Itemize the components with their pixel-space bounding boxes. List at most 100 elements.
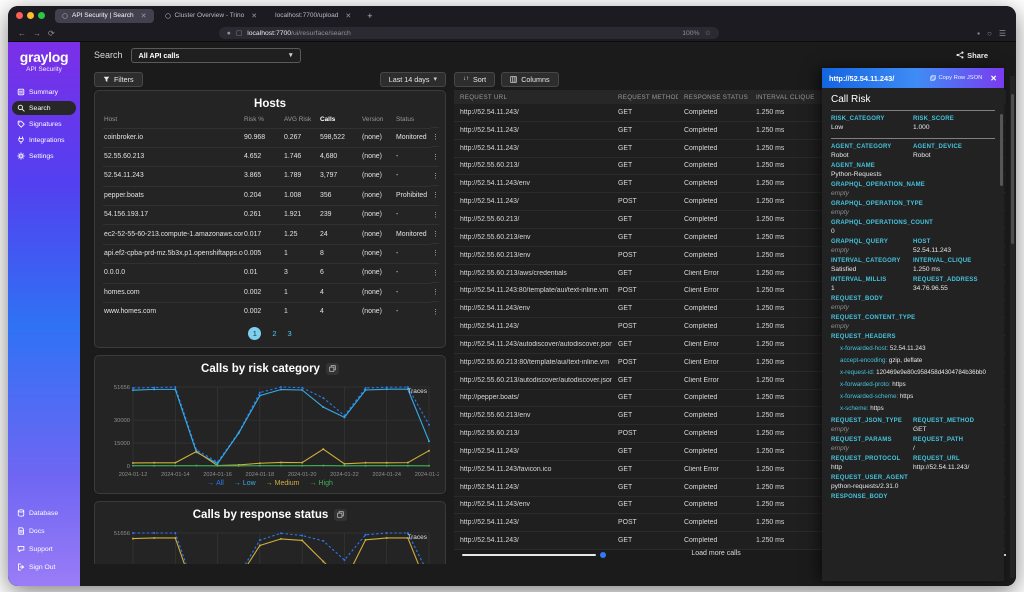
calls-cell: 1.250 ms xyxy=(750,216,818,223)
sidebar-item-integrations[interactable]: Integrations xyxy=(12,133,76,147)
risk-category-chart[interactable]: 01500030000516562024-01-122024-01-142024… xyxy=(103,379,439,479)
field-label: REQUEST_ADDRESS xyxy=(913,277,995,283)
hosts-column-header[interactable]: AVG Risk xyxy=(283,114,319,127)
window-controls[interactable] xyxy=(16,12,45,19)
row-menu-icon[interactable]: ⋮ xyxy=(431,146,439,165)
new-tab-button[interactable]: + xyxy=(362,11,377,21)
bookmark-star-icon[interactable]: ☆ xyxy=(705,29,711,37)
account-icon[interactable]: ○ xyxy=(987,29,992,38)
sidebar-item-support[interactable]: Support xyxy=(12,542,76,556)
svg-text:51656: 51656 xyxy=(114,531,130,537)
row-menu-icon[interactable]: ⋮ xyxy=(431,185,439,204)
menu-icon[interactable]: ☰ xyxy=(999,29,1006,38)
hosts-column-header[interactable]: Version xyxy=(361,114,395,127)
field-value: empty xyxy=(831,445,913,452)
svg-text:2024-01-14: 2024-01-14 xyxy=(161,472,190,478)
close-window-button[interactable] xyxy=(16,12,23,19)
scrollbar-handle[interactable] xyxy=(600,552,606,558)
calls-cell: Completed xyxy=(678,430,750,437)
sidebar-item-summary[interactable]: Summary xyxy=(12,85,76,99)
close-tab-icon[interactable]: ✕ xyxy=(141,12,147,20)
columns-button[interactable]: Columns xyxy=(501,72,558,87)
hosts-cell: (none) xyxy=(361,147,395,165)
row-menu-icon[interactable]: ⋮ xyxy=(431,243,439,262)
extensions-icon[interactable]: ▪ xyxy=(977,29,980,38)
legend-item[interactable]: → All xyxy=(207,480,224,487)
url-input[interactable]: ● ▢ localhost:7700/ui/resurface/search 1… xyxy=(219,27,719,39)
calls-column-header[interactable]: REQUEST METHOD xyxy=(612,94,678,101)
copy-chart-button[interactable] xyxy=(326,363,339,375)
panel-scrollbar[interactable] xyxy=(1000,114,1003,186)
hosts-column-header[interactable]: Calls xyxy=(319,114,361,127)
page-scrollbar[interactable] xyxy=(1010,76,1015,578)
filters-button[interactable]: Filters xyxy=(94,72,143,87)
chart-title: Calls by risk category xyxy=(201,363,320,375)
panel-field: REQUEST_ADDRESS34.76.96.55 xyxy=(913,277,995,292)
sidebar-item-sign-out[interactable]: Sign Out xyxy=(12,560,76,574)
calls-column-header[interactable]: INTERVAL CLIQUE xyxy=(750,94,818,101)
response-status-chart[interactable]: 01500030000516562024-01-122024-01-142024… xyxy=(103,525,439,564)
calls-cell: Completed xyxy=(678,537,750,544)
sort-button[interactable]: ↓↑ Sort xyxy=(454,72,495,87)
legend-item[interactable]: → Low xyxy=(234,480,256,487)
zoom-level[interactable]: 100% xyxy=(682,30,699,37)
browser-tab[interactable]: Cluster Overview - Trino✕ xyxy=(158,9,265,23)
row-menu-icon[interactable]: ⋮ xyxy=(431,166,439,185)
close-tab-icon[interactable]: ✕ xyxy=(345,12,351,20)
copy-chart-button[interactable] xyxy=(334,509,347,521)
back-icon[interactable]: ← xyxy=(18,29,26,38)
row-menu-icon[interactable]: ⋮ xyxy=(431,263,439,282)
copy-row-json-button[interactable]: Copy Row JSON xyxy=(930,75,982,81)
page-number[interactable]: 3 xyxy=(288,329,292,338)
calls-cell: 1.250 ms xyxy=(750,127,818,134)
hosts-cell: 4 xyxy=(319,283,361,301)
browser-tab[interactable]: API Security | Search✕ xyxy=(55,9,154,23)
hosts-column-header[interactable]: Host xyxy=(103,114,243,127)
page-number[interactable]: 1 xyxy=(248,327,261,340)
calls-column-header[interactable]: RESPONSE STATUS xyxy=(678,94,750,101)
page-number[interactable]: 2 xyxy=(272,329,276,338)
load-more-button[interactable]: Load more calls xyxy=(691,550,740,557)
calls-cell: http://52.55.60.213/autodiscover/autodis… xyxy=(454,377,612,384)
sidebar-item-search[interactable]: Search xyxy=(12,101,76,115)
horizontal-scrollbar[interactable] xyxy=(462,554,596,556)
sidebar-item-settings[interactable]: Settings xyxy=(12,149,76,163)
panel-section-title: Call Risk xyxy=(831,94,995,111)
hosts-cell: 6 xyxy=(319,263,361,281)
reload-icon[interactable]: ⟳ xyxy=(48,29,55,38)
scope-select[interactable]: All API calls ▾ xyxy=(131,48,301,63)
svg-text:Traces: Traces xyxy=(407,388,427,395)
hosts-column-header[interactable]: Status xyxy=(395,114,431,127)
field-value: empty xyxy=(831,190,925,197)
svg-text:30000: 30000 xyxy=(114,418,130,424)
maximize-window-button[interactable] xyxy=(38,12,45,19)
close-icon[interactable]: ✕ xyxy=(990,74,997,83)
share-button[interactable]: Share xyxy=(956,51,988,60)
shield-icon[interactable]: ● xyxy=(227,30,231,37)
sidebar-item-docs[interactable]: Docs xyxy=(12,524,76,538)
browser-tab[interactable]: localhost:7700/upload✕ xyxy=(268,9,358,23)
panel-field: REQUEST_METHODGET xyxy=(913,418,995,433)
forward-icon[interactable]: → xyxy=(33,29,41,38)
tab-favicon xyxy=(165,13,171,19)
row-menu-icon[interactable]: ⋮ xyxy=(431,127,439,146)
legend-item[interactable]: → Medium xyxy=(266,480,300,487)
calls-column-header[interactable]: REQUEST URL xyxy=(454,94,612,101)
row-menu-icon[interactable]: ⋮ xyxy=(431,301,439,320)
row-menu-icon[interactable]: ⋮ xyxy=(431,282,439,301)
sidebar: graylog API Security SummarySearchSignat… xyxy=(8,42,80,586)
sidebar-item-signatures[interactable]: Signatures xyxy=(12,117,76,131)
copy-icon xyxy=(329,365,336,372)
hosts-cell: homes.com xyxy=(103,283,243,301)
time-range-select[interactable]: Last 14 days ▾ xyxy=(380,72,446,87)
legend-item[interactable]: → High xyxy=(310,480,333,487)
graylog-logo: graylog xyxy=(8,49,80,65)
minimize-window-button[interactable] xyxy=(27,12,34,19)
close-tab-icon[interactable]: ✕ xyxy=(251,12,257,20)
row-menu-icon[interactable]: ⋮ xyxy=(431,205,439,224)
sidebar-item-database[interactable]: Database xyxy=(12,506,76,520)
calls-cell: 1.250 ms xyxy=(750,466,818,473)
row-menu-icon[interactable]: ⋮ xyxy=(431,224,439,243)
hosts-column-header[interactable]: Risk % xyxy=(243,114,283,127)
hosts-cell: 52.54.11.243 xyxy=(103,166,243,184)
